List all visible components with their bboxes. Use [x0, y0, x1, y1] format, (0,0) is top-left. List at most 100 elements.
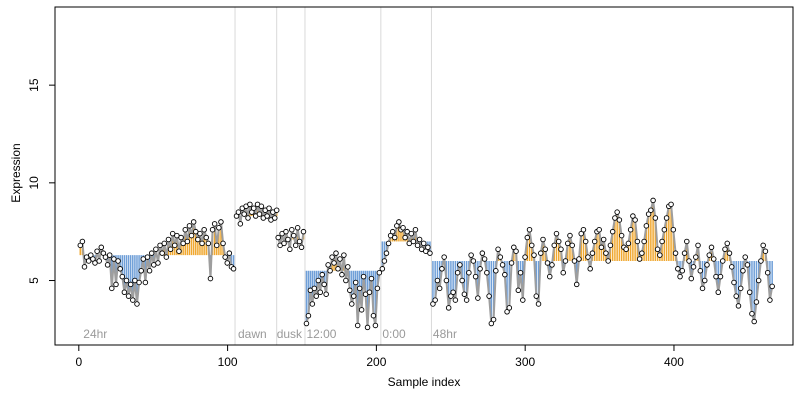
condition-label-1: dawn	[238, 327, 267, 341]
condition-label-0: 24hr	[83, 327, 107, 341]
data-point	[461, 291, 468, 297]
data-point	[247, 201, 253, 208]
data-point	[477, 266, 483, 272]
data-point	[439, 266, 445, 272]
data-point	[163, 254, 170, 260]
data-point	[706, 252, 713, 258]
data-point	[758, 258, 764, 264]
data-point	[224, 260, 231, 266]
data-point	[760, 242, 766, 249]
data-point	[616, 217, 623, 223]
data-point	[502, 271, 508, 278]
data-point	[648, 207, 654, 213]
data-point	[704, 262, 710, 268]
data-point	[724, 240, 730, 247]
data-point	[600, 236, 607, 243]
data-point	[155, 260, 161, 266]
data-point	[430, 301, 436, 307]
data-point	[573, 281, 580, 288]
data-point	[385, 240, 392, 247]
data-point	[614, 209, 620, 215]
x-tick-label: 100	[218, 355, 238, 369]
data-point	[214, 242, 220, 249]
data-point	[544, 260, 551, 266]
data-point	[679, 268, 686, 274]
data-point	[113, 281, 119, 288]
data-point	[123, 277, 130, 284]
data-point	[425, 244, 431, 251]
data-point	[463, 297, 470, 303]
data-point	[650, 197, 656, 204]
data-point	[294, 225, 301, 231]
data-point	[618, 232, 625, 239]
data-point	[441, 254, 447, 260]
data-point	[520, 297, 526, 303]
data-point	[668, 201, 674, 208]
data-point	[472, 273, 479, 280]
data-point	[167, 246, 174, 253]
data-point	[376, 269, 383, 276]
data-point	[468, 252, 474, 258]
data-point	[349, 301, 355, 307]
data-point	[159, 250, 165, 256]
data-point	[578, 230, 584, 237]
data-point	[627, 226, 634, 233]
data-point	[569, 242, 575, 249]
data-point	[148, 250, 155, 256]
data-point	[329, 254, 335, 260]
data-point	[585, 254, 591, 260]
data-point	[222, 254, 228, 260]
data-point	[605, 258, 611, 264]
data-point	[161, 240, 168, 247]
data-point	[587, 266, 593, 272]
data-point	[258, 203, 265, 210]
data-point	[420, 240, 427, 247]
data-point	[136, 279, 142, 286]
data-point	[749, 310, 755, 317]
data-point	[184, 238, 191, 245]
data-point	[623, 246, 629, 253]
data-point	[392, 234, 398, 241]
data-point	[591, 238, 598, 245]
data-point	[699, 285, 706, 292]
data-point	[670, 226, 677, 233]
data-point	[562, 258, 569, 264]
y-tick-label: 5	[27, 277, 41, 284]
data-point	[81, 264, 88, 270]
y-axis: 5 10 15	[27, 78, 56, 284]
data-point	[553, 230, 560, 237]
data-point	[596, 226, 602, 233]
data-point	[235, 209, 242, 215]
data-point	[603, 250, 609, 256]
data-point	[513, 248, 519, 254]
data-point	[317, 289, 323, 295]
data-point	[356, 285, 363, 292]
data-point	[524, 234, 531, 241]
data-point	[538, 250, 544, 256]
data-point	[79, 238, 86, 245]
data-point	[515, 287, 522, 294]
data-point	[457, 262, 463, 268]
data-point	[220, 240, 226, 247]
data-point	[178, 234, 184, 241]
data-point	[127, 281, 134, 288]
data-point	[753, 299, 760, 305]
data-point	[190, 219, 197, 225]
data-point	[337, 256, 343, 262]
data-point	[134, 301, 140, 307]
data-point	[641, 238, 647, 245]
data-point	[414, 242, 421, 249]
data-point	[389, 228, 396, 235]
data-point	[347, 287, 353, 294]
data-point	[459, 277, 465, 284]
data-point	[506, 305, 513, 311]
data-point	[283, 228, 289, 235]
data-point	[117, 266, 123, 272]
data-point	[205, 240, 212, 247]
data-point	[443, 277, 450, 284]
data-point	[657, 252, 663, 258]
data-point	[722, 246, 728, 253]
data-point	[654, 246, 661, 253]
condition-label-2: dusk	[277, 327, 303, 341]
